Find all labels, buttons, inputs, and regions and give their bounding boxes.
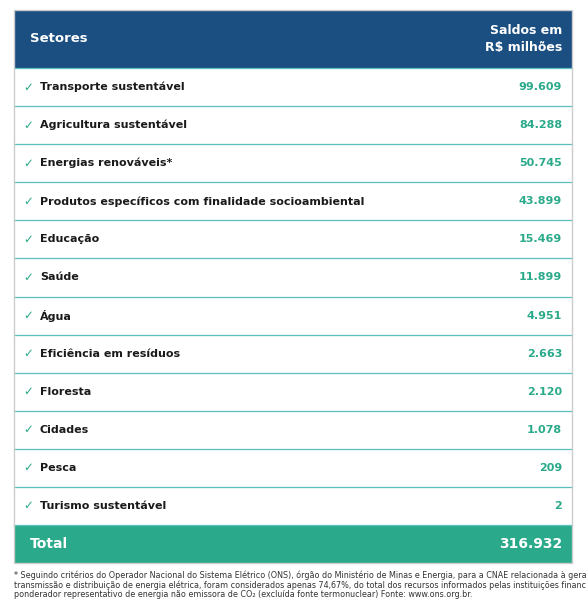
Text: transmissão e distribuição de energia elétrica, foram considerados apenas 74,67%: transmissão e distribuição de energia el… <box>14 580 586 589</box>
Text: 4.951: 4.951 <box>527 311 562 321</box>
Text: Eficiência em resíduos: Eficiência em resíduos <box>40 349 180 359</box>
Text: Produtos específicos com finalidade socioambiental: Produtos específicos com finalidade soci… <box>40 196 364 206</box>
Text: ✓: ✓ <box>23 385 33 398</box>
Text: Floresta: Floresta <box>40 387 91 397</box>
Text: Transporte sustentável: Transporte sustentável <box>40 82 185 92</box>
Bar <box>14 525 572 563</box>
Text: 43.899: 43.899 <box>519 196 562 206</box>
Text: 2.120: 2.120 <box>527 387 562 397</box>
Text: 316.932: 316.932 <box>499 537 562 551</box>
Bar <box>14 258 572 297</box>
Bar <box>14 449 572 487</box>
Text: 1.078: 1.078 <box>527 425 562 435</box>
Bar <box>14 10 572 68</box>
Text: Pesca: Pesca <box>40 463 76 473</box>
Text: * Seguindo critérios do Operador Nacional do Sistema Elétrico (ONS), órgão do Mi: * Seguindo critérios do Operador Naciona… <box>14 570 586 580</box>
Bar <box>14 68 572 106</box>
Text: Setores: Setores <box>30 33 88 45</box>
Text: ponderador representativo de energia não emissora de CO₂ (excluída fonte termonu: ponderador representativo de energia não… <box>14 590 472 599</box>
Text: ✓: ✓ <box>23 233 33 246</box>
Bar <box>14 487 572 525</box>
Bar <box>14 373 572 411</box>
Text: ✓: ✓ <box>23 499 33 513</box>
Text: Saúde: Saúde <box>40 273 79 282</box>
Text: 50.745: 50.745 <box>519 158 562 168</box>
Bar <box>14 411 572 449</box>
Text: 209: 209 <box>539 463 562 473</box>
Text: Água: Água <box>40 309 72 322</box>
Text: 15.469: 15.469 <box>519 235 562 244</box>
Text: Total: Total <box>30 537 68 551</box>
Text: ✓: ✓ <box>23 271 33 284</box>
Bar <box>14 182 572 220</box>
Text: ✓: ✓ <box>23 80 33 93</box>
Text: ✓: ✓ <box>23 119 33 131</box>
Text: 2.663: 2.663 <box>527 349 562 359</box>
Text: 84.288: 84.288 <box>519 120 562 130</box>
Text: ✓: ✓ <box>23 195 33 208</box>
Text: Saldos em
R$ milhões: Saldos em R$ milhões <box>485 25 562 53</box>
Text: ✓: ✓ <box>23 347 33 360</box>
Text: Turismo sustentável: Turismo sustentável <box>40 501 166 511</box>
Text: Educação: Educação <box>40 235 99 244</box>
Text: Energias renováveis*: Energias renováveis* <box>40 158 172 168</box>
Text: ✓: ✓ <box>23 157 33 169</box>
Text: 2: 2 <box>554 501 562 511</box>
Text: Agricultura sustentável: Agricultura sustentável <box>40 120 187 130</box>
Bar <box>14 297 572 335</box>
Bar <box>14 144 572 182</box>
Text: 99.609: 99.609 <box>519 82 562 92</box>
Text: Cidades: Cidades <box>40 425 89 435</box>
Text: ✓: ✓ <box>23 309 33 322</box>
Bar <box>14 106 572 144</box>
Text: ✓: ✓ <box>23 423 33 437</box>
Bar <box>14 220 572 258</box>
Text: ✓: ✓ <box>23 461 33 475</box>
Text: 11.899: 11.899 <box>519 273 562 282</box>
Bar <box>14 335 572 373</box>
